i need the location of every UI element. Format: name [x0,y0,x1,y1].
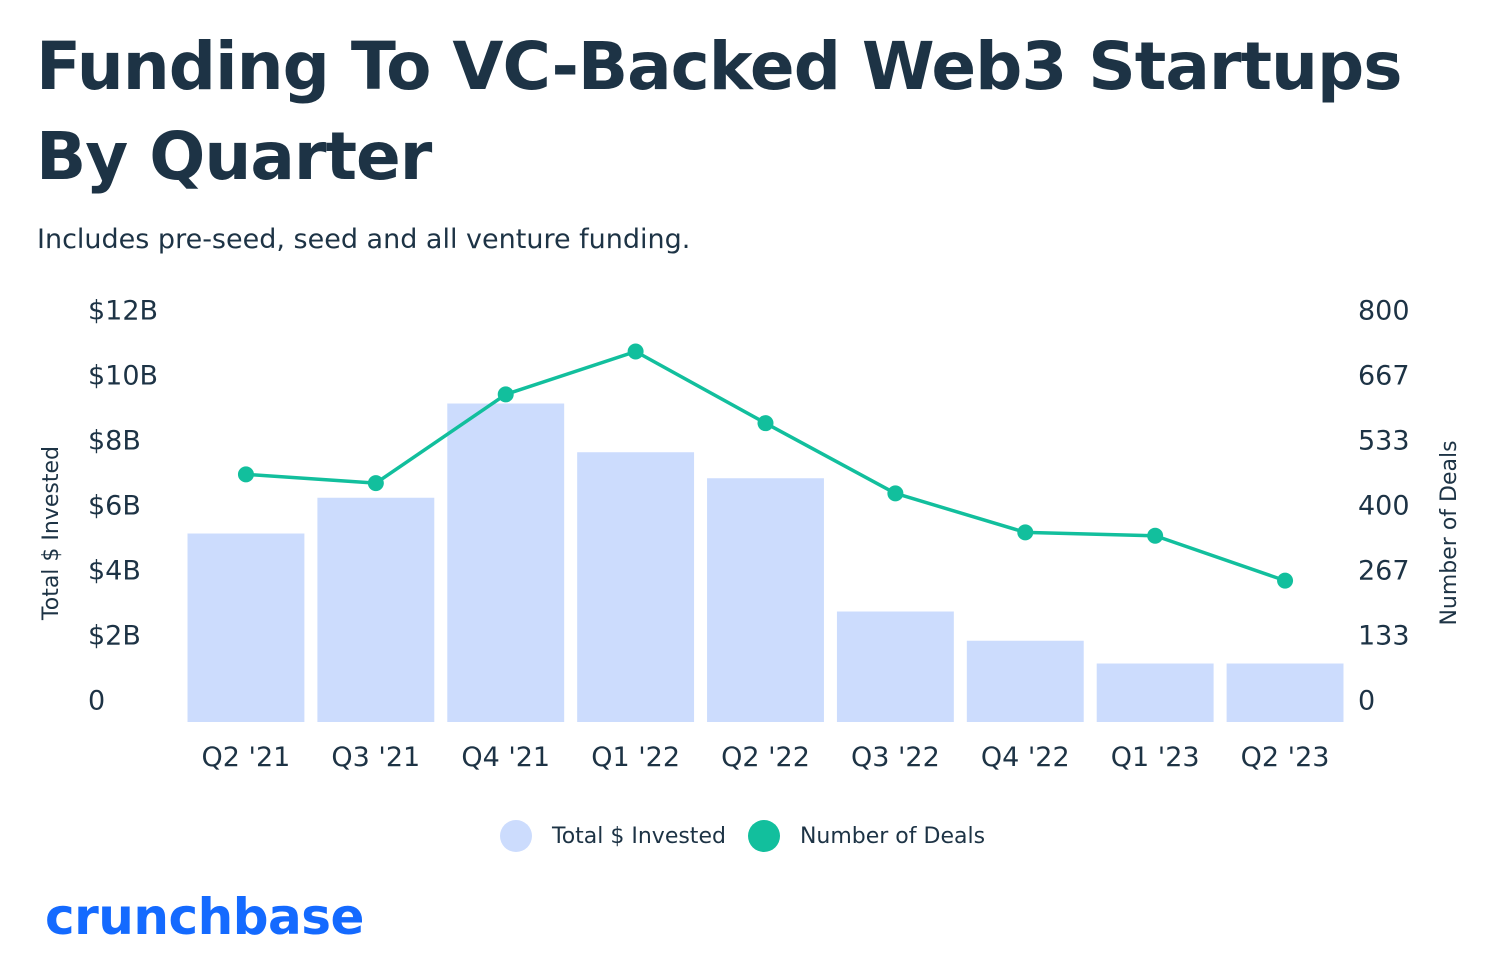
left-axis-tick-label: 0 [88,686,105,717]
x-axis-tick-label: Q4 '22 [981,742,1070,773]
bar-invested [577,452,695,722]
left-axis-tick-label: $6B [88,491,141,522]
left-axis-tick-label: $10B [88,361,158,392]
legend-label-deals: Number of Deals [799,823,986,849]
point-deals [1277,572,1294,589]
left-axis-tick-label: $4B [88,556,141,587]
chart-title: Funding To VC-Backed Web3 Startups By Qu… [36,28,1403,195]
left-axis-tick-label: $12B [88,296,158,327]
point-deals [627,343,644,360]
x-axis-tick-label: Q1 '22 [591,742,680,773]
right-axis-title: Number of Deals [1437,440,1462,625]
point-deals [367,475,384,492]
chart-subtitle: Includes pre-seed, seed and all venture … [37,224,691,255]
bar-invested [966,640,1084,722]
chart-legend: Total $ Invested Number of Deals [500,820,1007,852]
point-deals [237,466,254,483]
right-axis-tick-label: 533 [1358,426,1410,457]
point-deals [1017,524,1034,541]
legend-swatch-invested [500,820,532,852]
point-deals [887,485,904,502]
x-axis-tick-label: Q1 '23 [1111,742,1200,773]
legend-item-invested: Total $ Invested [500,820,726,852]
x-axis-tick-label: Q4 '21 [461,742,550,773]
chart-canvas: 0 $2B $4B $6B $8B $10B $12B 0 133 267 400 533 667 800… [39,296,1462,774]
bar-invested [447,403,565,722]
bar-invested [1226,663,1344,722]
left-axis-tick-label: $2B [88,621,141,652]
x-axis-tick-label: Q2 '22 [721,742,810,773]
bar-invested [836,611,954,722]
right-axis-tick-label: 0 [1358,686,1375,717]
x-axis-tick-label: Q3 '22 [851,742,940,773]
point-deals [497,386,514,403]
point-deals [757,415,774,432]
point-deals [1147,527,1164,544]
left-axis-title: Total $ Invested [39,446,64,621]
right-axis-tick-label: 133 [1358,621,1410,652]
legend-item-deals: Number of Deals [747,820,986,852]
right-axis-tick-label: 667 [1358,360,1410,391]
x-axis-tick-label: Q3 '21 [331,742,420,773]
legend-label-invested: Total $ Invested [552,823,726,849]
x-axis-tick-label: Q2 '21 [202,742,291,773]
crunchbase-logo: crunchbase [45,888,364,946]
right-axis-tick-label: 267 [1358,555,1410,586]
legend-swatch-deals [747,820,780,852]
bar-invested [707,478,824,722]
left-axis-tick-label: $8B [88,426,141,457]
bar-invested [187,533,305,722]
x-axis-tick-label: Q2 '23 [1241,742,1330,773]
bar-invested [1096,663,1214,722]
right-axis-tick-label: 800 [1358,296,1410,327]
right-axis-tick-label: 400 [1358,491,1410,522]
bar-invested [317,497,435,722]
